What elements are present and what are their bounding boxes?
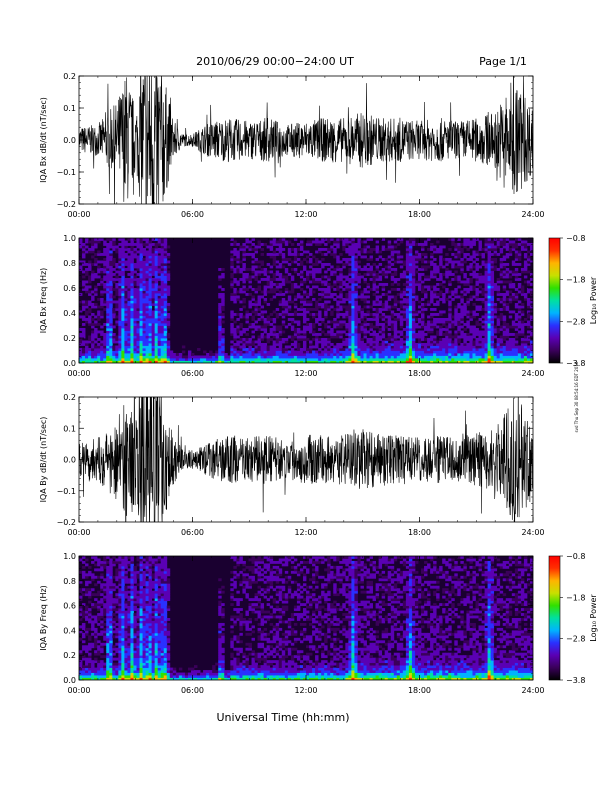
spectrogram-image [79,556,533,680]
colorbar-label: Log₁₀ Power [589,594,598,642]
colorbar-tick-label: −0.8 [566,234,585,243]
colorbar [548,555,561,681]
y-tick-label: −0.1 [57,487,76,496]
y-tick-label: 0.0 [63,456,76,465]
x-tick-label: 06:00 [181,686,204,695]
y-tick-label: 0.6 [63,284,76,293]
x-tick-label: 06:00 [181,369,204,378]
y-tick-label: −0.1 [57,168,76,177]
colorbar-tick-label: −1.8 [566,276,585,285]
y-tick-label: −0.2 [57,518,76,527]
x-tick-label: 18:00 [408,686,431,695]
x-tick-label: 12:00 [294,369,317,378]
x-tick-label: 00:00 [67,686,90,695]
x-axis-label: Universal Time (hh:mm) [217,711,350,724]
panel-4: −0.8 −1.8 −2.8 −3.8 Log₁₀ Power 1.0 0.8 0.6 0.4 0… [39,552,598,695]
panel-1: 0.2 0.1 0.0 −0.1 −0.200:00 06:00 12:00 18:00 24:… [39,72,545,219]
x-tick-label: 06:00 [181,210,204,219]
y-tick-label: −0.2 [57,200,76,209]
colorbar-tick-label: −1.8 [566,593,585,602]
y-tick-label: 0.0 [63,676,76,685]
x-tick-label: 12:00 [294,686,317,695]
x-tick-label: 24:00 [521,369,544,378]
panel-2: −0.8 −1.8 −2.8 −3.8 Log₁₀ Power 1.0 0.8 0.6 0.4 0… [39,234,598,378]
y-tick-label: 0.4 [63,626,76,635]
y-tick-label: 0.8 [63,577,76,586]
x-tick-label: 00:00 [67,210,90,219]
y-tick-label: 0.8 [63,259,76,268]
y-tick-label: 0.4 [63,309,76,318]
colorbar-tick-label: −3.8 [566,676,585,685]
x-tick-label: 18:00 [408,369,431,378]
plot-title: 2010/06/29 00:00−24:00 UT [196,55,354,68]
y-tick-label: 1.0 [63,552,76,561]
x-tick-label: 24:00 [521,686,544,695]
y-axis-label: IQA By dB/dt (nT/sec) [39,417,48,503]
colorbar-tick-label: −0.8 [566,552,585,561]
y-tick-label: 0.2 [63,334,76,343]
y-axis-label: IQA Bx Freq (Hz) [39,268,48,334]
spectrogram-image [79,238,533,363]
x-tick-label: 00:00 [67,528,90,537]
page-indicator: Page 1/1 [479,55,527,68]
x-tick-label: 06:00 [181,528,204,537]
colorbar-label: Log₁₀ Power [589,276,598,324]
time-series-trace [79,76,533,204]
y-tick-label: 0.0 [63,359,76,368]
x-tick-label: 24:00 [521,528,544,537]
x-tick-label: 18:00 [408,528,431,537]
y-tick-label: 0.6 [63,602,76,611]
x-tick-label: 24:00 [521,210,544,219]
y-tick-label: 0.1 [63,104,76,113]
x-tick-label: 12:00 [294,210,317,219]
x-tick-label: 18:00 [408,210,431,219]
colorbar [548,237,561,364]
colorbar-tick-label: −3.8 [566,359,585,368]
side-timestamp: svd Thu Sep 30 08:54:16 EDT 2010 [574,361,579,432]
y-tick-label: 0.2 [63,651,76,660]
panel-3: 0.2 0.1 0.0 −0.1 −0.200:00 06:00 12:00 18:00 24:… [39,393,545,537]
x-tick-label: 12:00 [294,528,317,537]
colorbar-tick-label: −2.8 [566,317,585,326]
y-tick-label: 1.0 [63,234,76,243]
y-axis-label: IQA Bx dB/dt (nT/sec) [39,97,48,183]
x-tick-label: 00:00 [67,369,90,378]
y-tick-label: 0.0 [63,136,76,145]
time-series-trace [79,397,533,522]
y-axis-label: IQA By Freq (Hz) [39,585,48,651]
y-tick-label: 0.2 [63,72,76,81]
y-tick-label: 0.2 [63,393,76,402]
y-tick-label: 0.1 [63,424,76,433]
colorbar-tick-label: −2.8 [566,635,585,644]
